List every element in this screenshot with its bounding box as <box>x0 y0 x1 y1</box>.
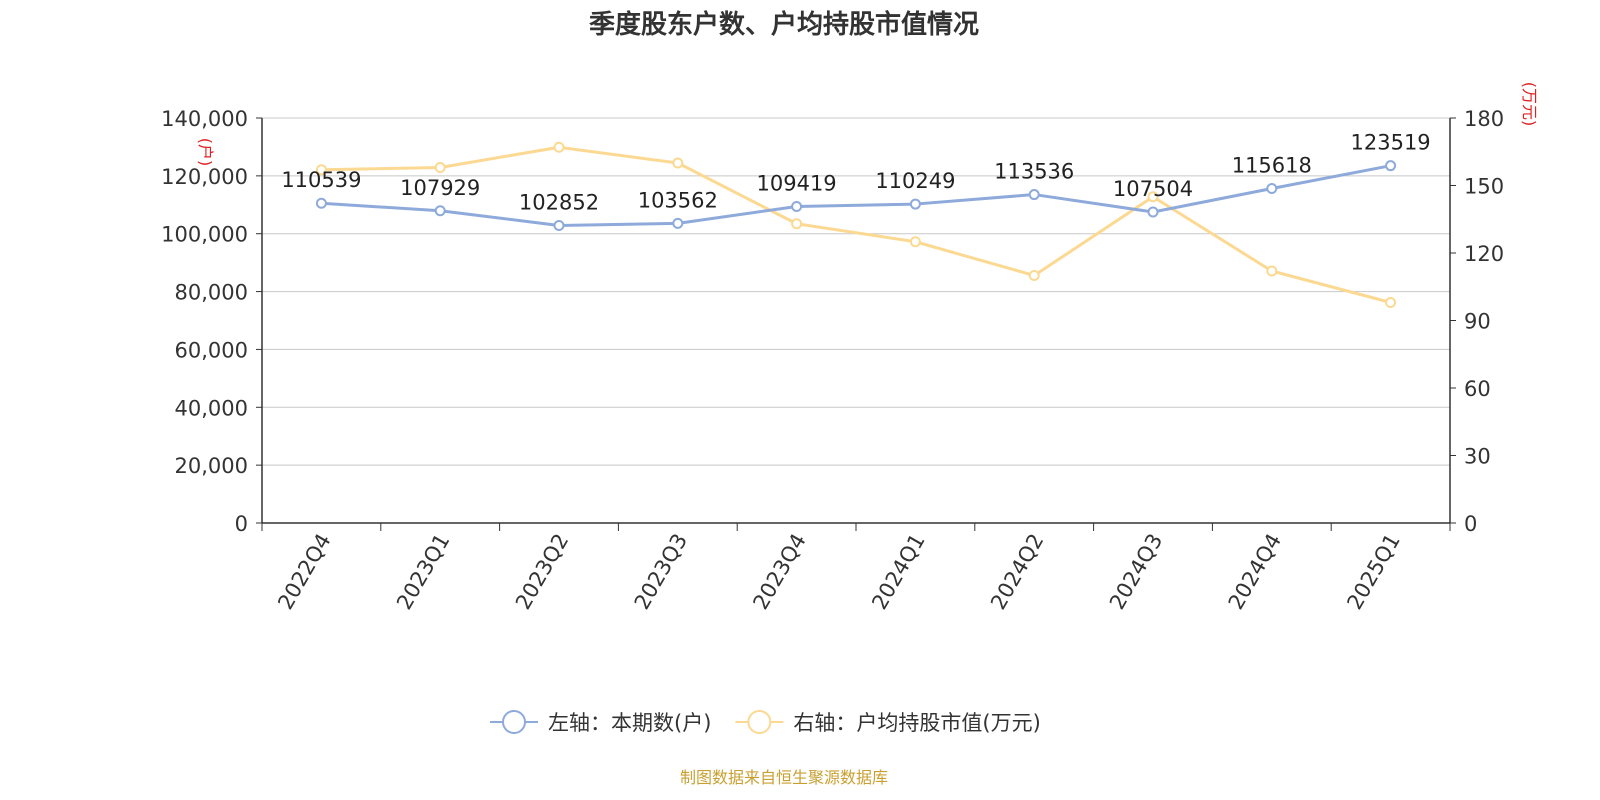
data-point-left <box>1147 206 1159 218</box>
x-tick-label: 2023Q4 <box>748 530 810 614</box>
right-tick-label: 150 <box>1464 175 1504 199</box>
x-tick-label: 2024Q1 <box>867 530 929 614</box>
data-label: 103562 <box>638 188 718 212</box>
data-point-left <box>1385 160 1397 172</box>
right-tick-label: 30 <box>1464 445 1491 469</box>
data-point-left <box>315 197 327 209</box>
legend-item: 左轴：本期数(户) <box>490 710 711 735</box>
legend-swatch-marker <box>502 710 526 734</box>
data-point-right <box>1147 191 1159 203</box>
axes: 0 20,000 40,000 60,000 80,000 100,000 120,000 1… <box>161 82 1539 614</box>
left-tick-label: 0 <box>235 512 248 536</box>
data-point-left <box>1028 189 1040 201</box>
x-tick-label: 2023Q1 <box>392 530 454 614</box>
data-point-right <box>672 157 684 169</box>
right-tick-label: 120 <box>1464 242 1504 266</box>
data-point-right <box>1385 297 1397 308</box>
left-axis-title: (户) <box>196 138 215 167</box>
data-point-left <box>909 198 921 210</box>
left-tick-label: 60,000 <box>175 338 248 362</box>
legend-swatch-marker <box>747 710 772 734</box>
data-point-right <box>1266 265 1278 277</box>
data-label: 123519 <box>1351 131 1431 155</box>
x-tick-label: 2022Q4 <box>273 530 335 614</box>
right-axis-title: (万元) <box>1520 82 1539 127</box>
grid-lines <box>262 117 1450 466</box>
data-label: 102852 <box>519 190 599 214</box>
right-tick-label: 90 <box>1464 310 1491 334</box>
right-tick-label: 0 <box>1464 512 1477 536</box>
left-tick-label: 100,000 <box>161 223 248 247</box>
left-tick-label: 120,000 <box>161 165 248 189</box>
data-point-right <box>434 162 446 173</box>
x-tick-label: 2024Q2 <box>986 530 1048 614</box>
x-tick-label: 2023Q3 <box>630 530 692 614</box>
data-label: 109419 <box>757 171 837 195</box>
x-tick-label: 2024Q3 <box>1105 530 1167 614</box>
data-point-right <box>791 218 803 230</box>
right-tick-label: 180 <box>1464 107 1504 131</box>
data-label: 107504 <box>1113 177 1193 201</box>
data-point-right <box>553 141 565 153</box>
legend-label: 右轴：户均持股市值(万元) <box>793 711 1040 735</box>
data-point-left <box>553 219 565 231</box>
chart-title: 季度股东户数、户均持股市值情况 <box>588 10 979 40</box>
right-tick-label: 60 <box>1464 377 1491 401</box>
left-tick-label: 140,000 <box>161 107 248 131</box>
data-label: 107929 <box>400 176 480 200</box>
x-tick-label: 2024Q4 <box>1224 530 1286 614</box>
data-label: 110249 <box>875 169 955 193</box>
legend: 左轴：本期数(户) 右轴：户均持股市值(万元) <box>490 710 1041 735</box>
data-label: 110539 <box>281 168 361 192</box>
series <box>315 141 1397 308</box>
x-tick-label: 2023Q2 <box>511 530 573 614</box>
legend-item: 右轴：户均持股市值(万元) <box>735 710 1041 735</box>
data-point-left <box>672 217 684 229</box>
legend-label: 左轴：本期数(户) <box>548 711 711 735</box>
data-point-right <box>315 164 327 176</box>
series-line-right <box>321 145 1391 304</box>
data-point-left <box>434 205 446 217</box>
series-line-left <box>321 164 1391 227</box>
data-point-right <box>909 236 921 248</box>
data-point-left <box>1266 183 1278 195</box>
source-note: 制图数据来自恒生聚源数据库 <box>679 768 888 787</box>
left-tick-label: 80,000 <box>175 281 248 305</box>
left-tick-label: 40,000 <box>175 396 248 420</box>
data-labels: 110539 107929 102852 103562 109419 110249 1135… <box>281 131 1430 215</box>
x-tick-label: 2025Q1 <box>1342 530 1404 614</box>
data-point-left <box>791 200 803 212</box>
data-label: 115618 <box>1232 154 1312 178</box>
data-label: 113536 <box>994 160 1074 184</box>
left-tick-label: 20,000 <box>175 454 248 478</box>
data-point-right <box>1028 270 1040 281</box>
